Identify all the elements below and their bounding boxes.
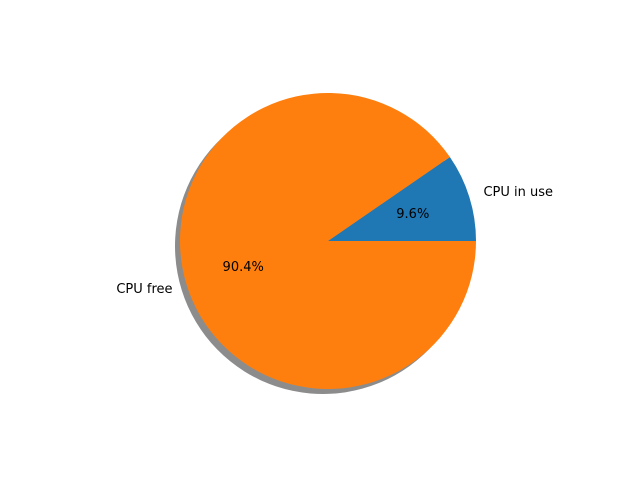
pie-slices <box>180 93 476 389</box>
pie-slice-cpu-free <box>180 93 476 389</box>
pie-slice-cpu-in-use <box>328 157 476 241</box>
pie-text-layer: CPU in use 9.6% CPU free 90.4% <box>116 185 553 297</box>
pie-label-cpu-in-use: CPU in use <box>483 185 553 200</box>
pie-pct-cpu-in-use: 9.6% <box>396 207 429 222</box>
pie-pct-cpu-free: 90.4% <box>223 260 264 275</box>
pie-label-cpu-free: CPU free <box>116 282 172 297</box>
